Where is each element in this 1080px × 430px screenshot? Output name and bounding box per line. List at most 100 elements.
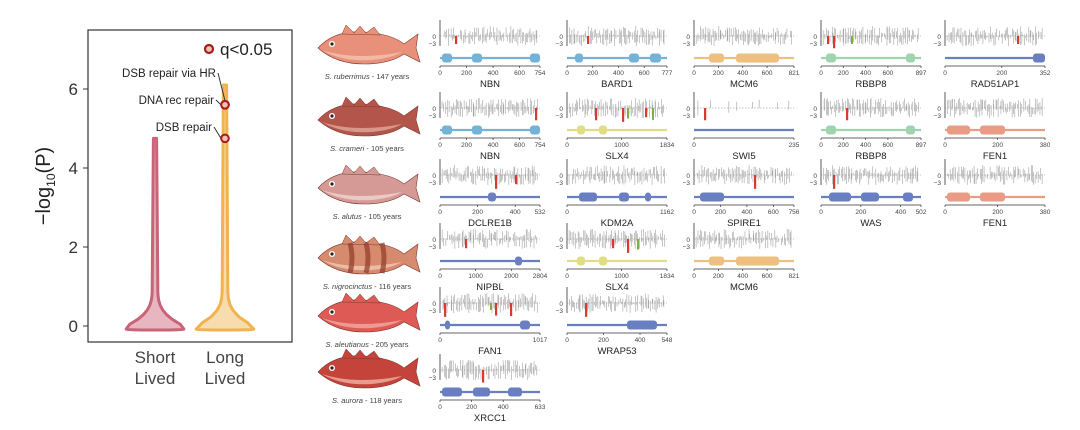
position-tick-label: 1162 — [660, 209, 674, 216]
y-tick-label: 4 — [69, 159, 78, 178]
fish-band — [379, 242, 387, 274]
fish-pupil — [330, 310, 334, 314]
position-tick-label: 600 — [882, 142, 893, 149]
position-tick-label: 0 — [943, 142, 947, 149]
position-tick-label: 600 — [639, 70, 650, 77]
position-tick-label: 600 — [514, 142, 525, 149]
position-tick-label: 400 — [498, 404, 509, 411]
fish-belly — [322, 318, 402, 329]
position-tick-label: 0 — [692, 70, 696, 77]
protein-domain — [947, 125, 970, 135]
position-tick-label: 0 — [438, 142, 442, 149]
substitution-red — [495, 303, 498, 316]
track-ytick: −3 — [429, 308, 437, 315]
protein-domain — [599, 125, 607, 135]
track-ytick: 0 — [686, 34, 690, 41]
track-ytick: 0 — [686, 237, 690, 244]
position-tick-label: 200 — [461, 70, 472, 77]
label-leader — [217, 72, 226, 101]
position-tick-label: 0 — [438, 273, 442, 280]
protein-domain — [903, 192, 913, 202]
substitution-red — [587, 36, 590, 44]
protein-domain — [530, 125, 540, 135]
track-ytick: −3 — [556, 180, 564, 187]
gene-name: KDM2A — [601, 218, 634, 229]
track-ytick: −3 — [556, 113, 564, 120]
track-ytick: −3 — [810, 180, 818, 187]
position-tick-label: 200 — [838, 142, 849, 149]
position-tick-label: 0 — [438, 404, 442, 411]
position-tick-label: 0 — [438, 70, 442, 77]
fish-image — [317, 234, 421, 275]
position-tick-label: 0 — [692, 273, 696, 280]
track-ytick: −3 — [683, 41, 691, 48]
position-tick-label: 897 — [916, 142, 927, 149]
position-tick-label: 400 — [488, 70, 499, 77]
species-caption: S. ruberrimus - 147 years — [307, 72, 427, 81]
gene-name: FAN1 — [478, 346, 502, 357]
fish-fin — [341, 164, 381, 176]
position-tick-label: 352 — [1040, 70, 1051, 77]
protein-domain — [906, 53, 915, 63]
position-tick-label: 0 — [565, 142, 569, 149]
position-tick-label: 200 — [587, 70, 598, 77]
gene-name: SPIRE1 — [727, 218, 761, 229]
substitution-red — [444, 303, 447, 317]
position-tick-label: 0 — [565, 337, 569, 344]
substitution-green — [851, 36, 853, 45]
track-ytick: −3 — [556, 308, 564, 315]
position-tick-label: 754 — [535, 142, 546, 149]
position-tick-label: 0 — [438, 337, 442, 344]
track-ytick: 0 — [813, 173, 817, 180]
protein-domain — [442, 53, 452, 63]
position-tick-label: 2804 — [533, 273, 548, 280]
protein-domain — [577, 125, 585, 135]
species-caption: S. aurora - 118 years — [307, 396, 427, 405]
fish-image — [317, 164, 421, 205]
position-tick-label: 400 — [488, 142, 499, 149]
fish-pupil — [330, 42, 334, 46]
gene-name: NIPBL — [476, 282, 503, 293]
gene-name: RAD51AP1 — [971, 79, 1020, 90]
substitution-red — [510, 303, 513, 317]
y-axis-label: −log10(P) — [33, 147, 58, 225]
gene-name: SLX4 — [605, 282, 628, 293]
substitution-red — [495, 175, 498, 189]
track-ytick: −3 — [429, 244, 437, 251]
species-age: - 147 years — [369, 72, 410, 81]
position-tick-label: 0 — [565, 70, 569, 77]
fish-fin — [341, 24, 381, 36]
protein-domain — [861, 192, 879, 202]
position-tick-label: 200 — [996, 70, 1007, 77]
significant-label: DNA rec repair — [139, 95, 215, 107]
position-tick-label: 200 — [992, 209, 1003, 216]
protein-domain — [980, 125, 1005, 135]
substitution-red — [455, 36, 458, 44]
position-tick-label: 400 — [635, 337, 646, 344]
position-tick-label: 0 — [438, 209, 442, 216]
track-ytick: −3 — [934, 180, 942, 187]
track-ytick: 0 — [432, 34, 436, 41]
position-tick-label: 400 — [737, 273, 748, 280]
species-age: - 205 years — [368, 340, 409, 349]
protein-domain — [826, 125, 836, 135]
gene-name: DCLRE1B — [468, 218, 512, 229]
protein-domain — [627, 320, 657, 330]
substitution-red — [645, 108, 648, 118]
track-ytick: −3 — [429, 180, 437, 187]
protein-domain — [442, 387, 462, 397]
substitution-red — [465, 239, 468, 249]
position-tick-label: 600 — [514, 70, 525, 77]
fish-fin — [341, 234, 381, 246]
protein-domain — [829, 192, 851, 202]
position-tick-label: 400 — [860, 70, 871, 77]
track-ytick: 0 — [559, 237, 563, 244]
